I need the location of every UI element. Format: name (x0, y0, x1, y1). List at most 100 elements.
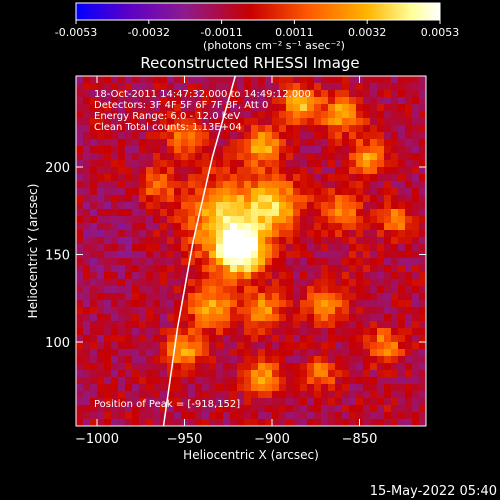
heatmap-cell (370, 335, 378, 343)
heatmap-cell (125, 237, 133, 245)
heatmap-cell (419, 300, 427, 308)
heatmap-cell (83, 132, 91, 140)
heatmap-cell (314, 202, 322, 210)
heatmap-cell (377, 76, 385, 84)
heatmap-cell (398, 300, 406, 308)
heatmap-cell (97, 349, 105, 357)
heatmap-cell (272, 188, 280, 196)
heatmap-cell (314, 167, 322, 175)
heatmap-cell (342, 104, 350, 112)
heatmap-cell (174, 293, 182, 301)
heatmap-cell (251, 314, 259, 322)
heatmap-cell (321, 174, 329, 182)
heatmap-cell (272, 216, 280, 224)
heatmap-cell (83, 202, 91, 210)
y-axis-label: Heliocentric Y (arcsec) (26, 184, 40, 319)
heatmap-cell (244, 76, 252, 84)
heatmap-cell (398, 125, 406, 133)
heatmap-cell (118, 223, 126, 231)
heatmap-cell (244, 342, 252, 350)
heatmap-cell (370, 412, 378, 420)
heatmap-cell (146, 419, 154, 427)
heatmap-cell (139, 265, 147, 273)
heatmap-cell (370, 405, 378, 413)
heatmap-cell (237, 356, 245, 364)
heatmap-cell (335, 230, 343, 238)
heatmap-cell (328, 363, 336, 371)
heatmap-cell (293, 363, 301, 371)
heatmap-cell (405, 279, 413, 287)
heatmap-cell (188, 377, 196, 385)
heatmap-cell (132, 244, 140, 252)
heatmap-cell (405, 293, 413, 301)
heatmap-cell (251, 419, 259, 427)
heatmap-cell (286, 398, 294, 406)
heatmap-cell (279, 167, 287, 175)
x-tick-label: −850 (342, 432, 378, 447)
heatmap-cell (83, 146, 91, 154)
heatmap-cell (188, 300, 196, 308)
heatmap-cell (300, 293, 308, 301)
heatmap-cell (132, 307, 140, 315)
heatmap-cell (391, 279, 399, 287)
heatmap-cell (377, 167, 385, 175)
heatmap-cell (111, 335, 119, 343)
heatmap-cell (237, 223, 245, 231)
heatmap-cell (307, 76, 315, 84)
heatmap-cell (90, 97, 98, 105)
plot-frame (75, 75, 427, 427)
heatmap-cell (363, 349, 371, 357)
heatmap-cell (132, 146, 140, 154)
heatmap-cell (118, 153, 126, 161)
heatmap-cell (181, 265, 189, 273)
heatmap-cell (293, 300, 301, 308)
heatmap-cell (167, 97, 175, 105)
heatmap-cell (216, 195, 224, 203)
heatmap-cell (307, 265, 315, 273)
heatmap-cell (76, 223, 84, 231)
heatmap-cell (153, 188, 161, 196)
heatmap-cell (118, 272, 126, 280)
heatmap-cell (125, 349, 133, 357)
heatmap-cell (384, 377, 392, 385)
heatmap-cell (202, 258, 210, 266)
heatmap-cell (76, 300, 84, 308)
heatmap-cell (370, 300, 378, 308)
heatmap-cell (139, 97, 147, 105)
heatmap-cell (321, 139, 329, 147)
heatmap-cell (104, 202, 112, 210)
heatmap-cell (216, 286, 224, 294)
heatmap-cell (111, 363, 119, 371)
heatmap-cell (237, 251, 245, 259)
heatmap-cell (335, 321, 343, 329)
heatmap-cell (153, 258, 161, 266)
heatmap-cell (237, 321, 245, 329)
heatmap-cell (300, 76, 308, 84)
heatmap-cell (265, 321, 273, 329)
heatmap-cell (97, 251, 105, 259)
heatmap-cell (188, 321, 196, 329)
heatmap-cell (272, 153, 280, 161)
heatmap-cell (363, 279, 371, 287)
heatmap-cell (293, 377, 301, 385)
heatmap-cell (321, 307, 329, 315)
heatmap-cell (167, 83, 175, 91)
heatmap-cell (160, 265, 168, 273)
heatmap-cell (195, 153, 203, 161)
heatmap-cell (258, 335, 266, 343)
heatmap-cell (412, 377, 420, 385)
heatmap-cell (328, 279, 336, 287)
heatmap-cell (174, 251, 182, 259)
heatmap-cell (76, 111, 84, 119)
heatmap-cell (328, 153, 336, 161)
heatmap-cell (139, 188, 147, 196)
heatmap-cell (398, 90, 406, 98)
heatmap-cell (314, 76, 322, 84)
heatmap-cell (412, 251, 420, 259)
heatmap-cell (132, 293, 140, 301)
heatmap-cell (111, 90, 119, 98)
heatmap-cell (272, 419, 280, 427)
heatmap-cell (321, 398, 329, 406)
heatmap-cell (412, 335, 420, 343)
heatmap-cell (76, 412, 84, 420)
